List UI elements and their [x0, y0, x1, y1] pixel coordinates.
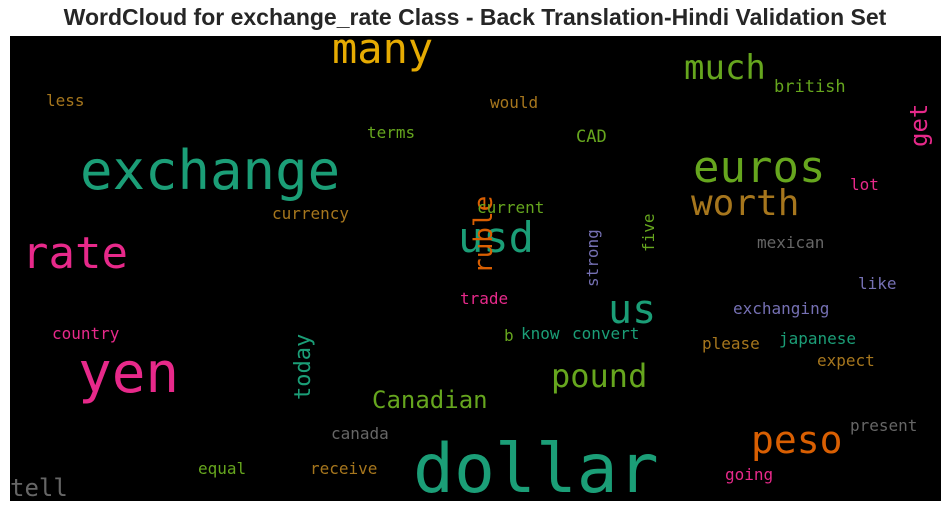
word-strong: strong [583, 228, 602, 287]
word-present: present [850, 416, 918, 435]
word-going: going [725, 465, 774, 484]
word-canada: canada [331, 424, 389, 443]
word-usd: usd [458, 213, 534, 262]
word-pound: pound [551, 357, 648, 395]
word-worth: worth [691, 183, 800, 224]
word-equal: equal [198, 459, 247, 478]
word-rate: rate [22, 228, 128, 279]
word-today: today [291, 333, 316, 400]
word-yen: yen [78, 341, 180, 406]
word-british: british [774, 77, 846, 97]
wordcloud-canvas: dollar exchange yen rate many euros usd worth pe… [10, 36, 941, 501]
word-much: much [684, 48, 766, 88]
word-like: like [858, 274, 897, 293]
word-b: b [504, 326, 514, 345]
word-cad: CAD [576, 127, 607, 147]
word-country: country [52, 324, 120, 343]
word-exchanging: exchanging [733, 299, 830, 318]
word-canadian: Canadian [372, 386, 488, 414]
word-less: less [46, 91, 85, 110]
chart-title: WordCloud for exchange_rate Class - Back… [63, 4, 887, 30]
word-us: us [608, 287, 657, 333]
word-know: know [521, 324, 560, 343]
word-expect: expect [817, 351, 875, 370]
word-tell: tell [10, 474, 68, 501]
word-terms: terms [367, 123, 416, 142]
word-many: many [332, 36, 434, 73]
word-current: current [477, 198, 545, 217]
word-dollar: dollar [413, 430, 659, 502]
word-peso: peso [751, 418, 843, 462]
word-euros: euros [693, 142, 826, 193]
word-five: five [639, 213, 658, 253]
word-mexican: mexican [757, 233, 825, 252]
word-receive: receive [310, 459, 378, 478]
word-trade: trade [460, 289, 509, 308]
word-currency: currency [272, 204, 350, 223]
word-exchange: exchange [80, 139, 341, 202]
word-would: would [490, 93, 539, 112]
word-lot: lot [850, 175, 879, 194]
word-get: get [905, 103, 933, 148]
word-please: please [702, 334, 760, 353]
word-convert: convert [572, 324, 640, 343]
word-japanese: japanese [779, 329, 857, 348]
